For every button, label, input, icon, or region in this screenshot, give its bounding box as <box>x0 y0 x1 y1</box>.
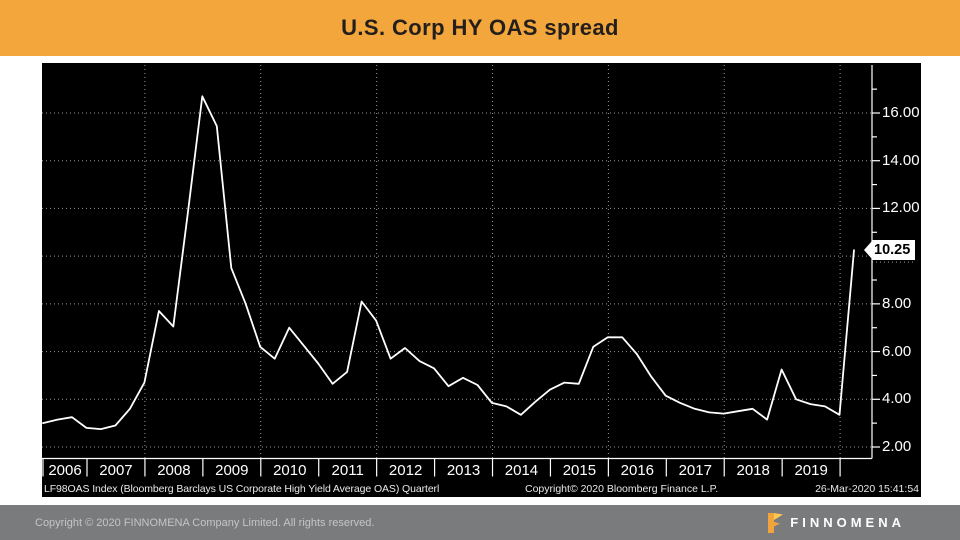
x-axis-year-label: 2009 <box>215 462 249 479</box>
oas-spread-line-chart <box>42 65 916 477</box>
x-axis-year-label: 2007 <box>99 462 133 479</box>
chart-source-note: LF98OAS Index (Bloomberg Barclays US Cor… <box>44 483 440 495</box>
x-axis-year-label: 2018 <box>736 462 770 479</box>
last-value-badge: 10.25 <box>864 240 916 261</box>
x-axis-year-label: 2015 <box>562 462 597 479</box>
x-axis-year-label: 2017 <box>678 462 712 479</box>
x-axis-year-label: 2014 <box>504 462 539 479</box>
y-axis-tick-label: 12.00 <box>882 199 920 217</box>
x-axis-year-label: 2008 <box>157 462 191 479</box>
x-axis-year-label: 2016 <box>620 462 655 479</box>
y-axis-tick-label: 6.00 <box>882 342 912 360</box>
x-axis-year-label: 2013 <box>446 462 481 479</box>
chart-title-bar: U.S. Corp HY OAS spread <box>0 0 960 56</box>
x-axis-year-label: 2010 <box>273 462 307 479</box>
x-axis-year-label: 2012 <box>388 462 423 479</box>
page-footer: Copyright © 2020 FINNOMENA Company Limit… <box>0 505 960 540</box>
chart-timestamp: 26-Mar-2020 15:41:54 <box>815 483 919 495</box>
left-arrow-icon <box>864 241 872 260</box>
y-axis-tick-label: 8.00 <box>882 294 912 312</box>
finnomena-flag-icon <box>768 512 784 533</box>
x-axis-year-label: 2011 <box>331 462 364 479</box>
bloomberg-copyright: Copyright© 2020 Bloomberg Finance L.P. <box>525 483 719 495</box>
page-title: U.S. Corp HY OAS spread <box>341 15 619 40</box>
footer-copyright: Copyright © 2020 FINNOMENA Company Limit… <box>35 516 375 529</box>
finnomena-logo-text: FINNOMENA <box>790 515 905 530</box>
x-axis-year-label: 2006 <box>48 462 82 479</box>
y-axis-tick-label: 14.00 <box>882 151 920 169</box>
last-value-label: 10.25 <box>872 240 916 261</box>
bloomberg-chart-panel: 10.25 LF98OAS Index (Bloomberg Barclays … <box>42 63 921 497</box>
y-axis-tick-label: 4.00 <box>882 390 912 408</box>
y-axis-tick-label: 2.00 <box>882 438 912 455</box>
finnomena-logo: FINNOMENA <box>767 512 905 533</box>
x-axis-year-label: 2019 <box>794 462 828 479</box>
oas-spread-line <box>42 95 855 431</box>
y-axis-tick-label: 16.00 <box>882 104 920 121</box>
